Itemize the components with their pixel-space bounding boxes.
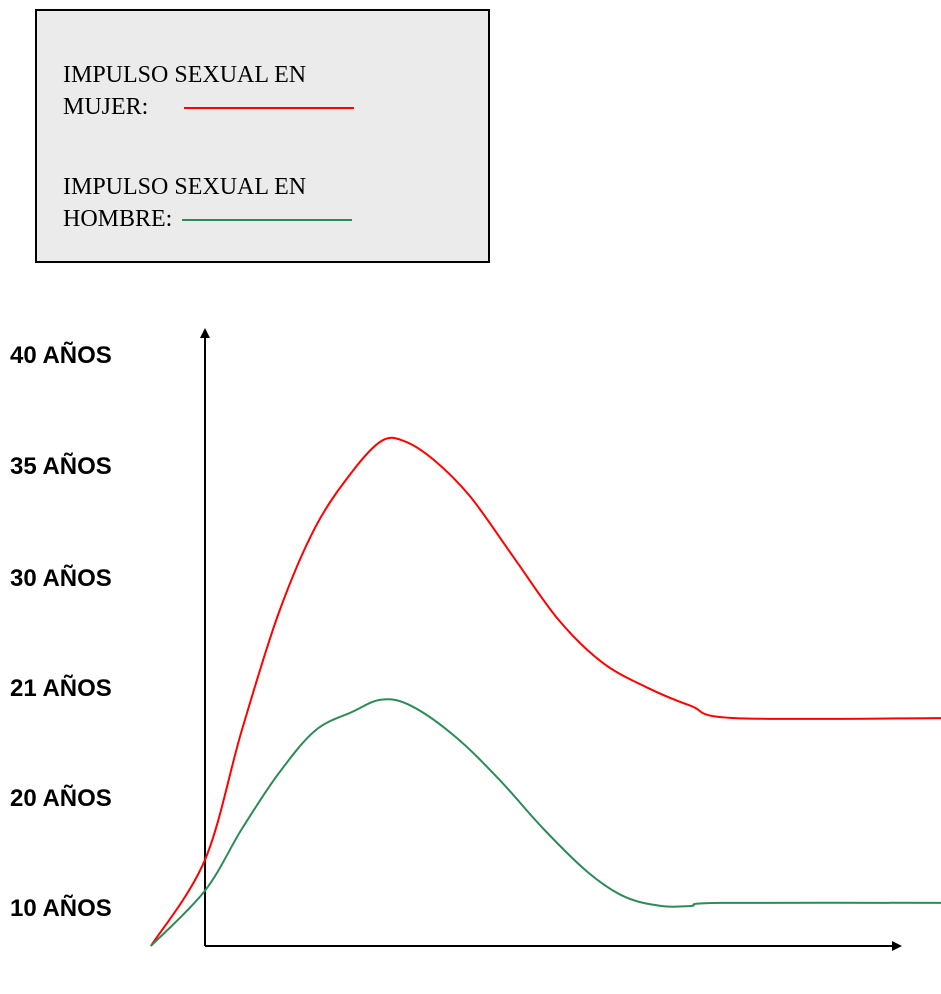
y-tick-label: 21 AÑOS [10,674,112,702]
series-layer [150,436,941,947]
legend-box: IMPULSO SEXUAL EN MUJER: IMPULSO SEXUAL … [35,9,490,263]
y-tick-label: 30 AÑOS [10,564,112,592]
legend-label-hombre-line2: HOMBRE: [63,206,173,232]
legend-label-hombre-line1: IMPULSO SEXUAL EN [63,174,307,200]
legend-entry-mujer: IMPULSO SEXUAL EN MUJER: [63,59,483,123]
series-line-hombre [150,698,941,947]
legend-swatch-mujer [184,107,355,110]
legend-entry-hombre: IMPULSO SEXUAL EN HOMBRE: [63,171,483,235]
legend-swatch-hombre [182,219,353,222]
legend-label-mujer-line1: IMPULSO SEXUAL EN [63,62,307,88]
y-tick-label: 40 AÑOS [10,341,112,369]
y-tick-label: 20 AÑOS [10,784,112,812]
series-line-mujer [150,436,941,947]
y-tick-label: 10 AÑOS [10,894,112,922]
y-tick-labels: 40 AÑOS 35 AÑOS 30 AÑOS 21 AÑOS 20 AÑOS 10 AÑ… [10,341,112,922]
y-tick-label: 35 AÑOS [10,452,112,480]
legend-label-mujer-line2: MUJER: [63,94,149,120]
